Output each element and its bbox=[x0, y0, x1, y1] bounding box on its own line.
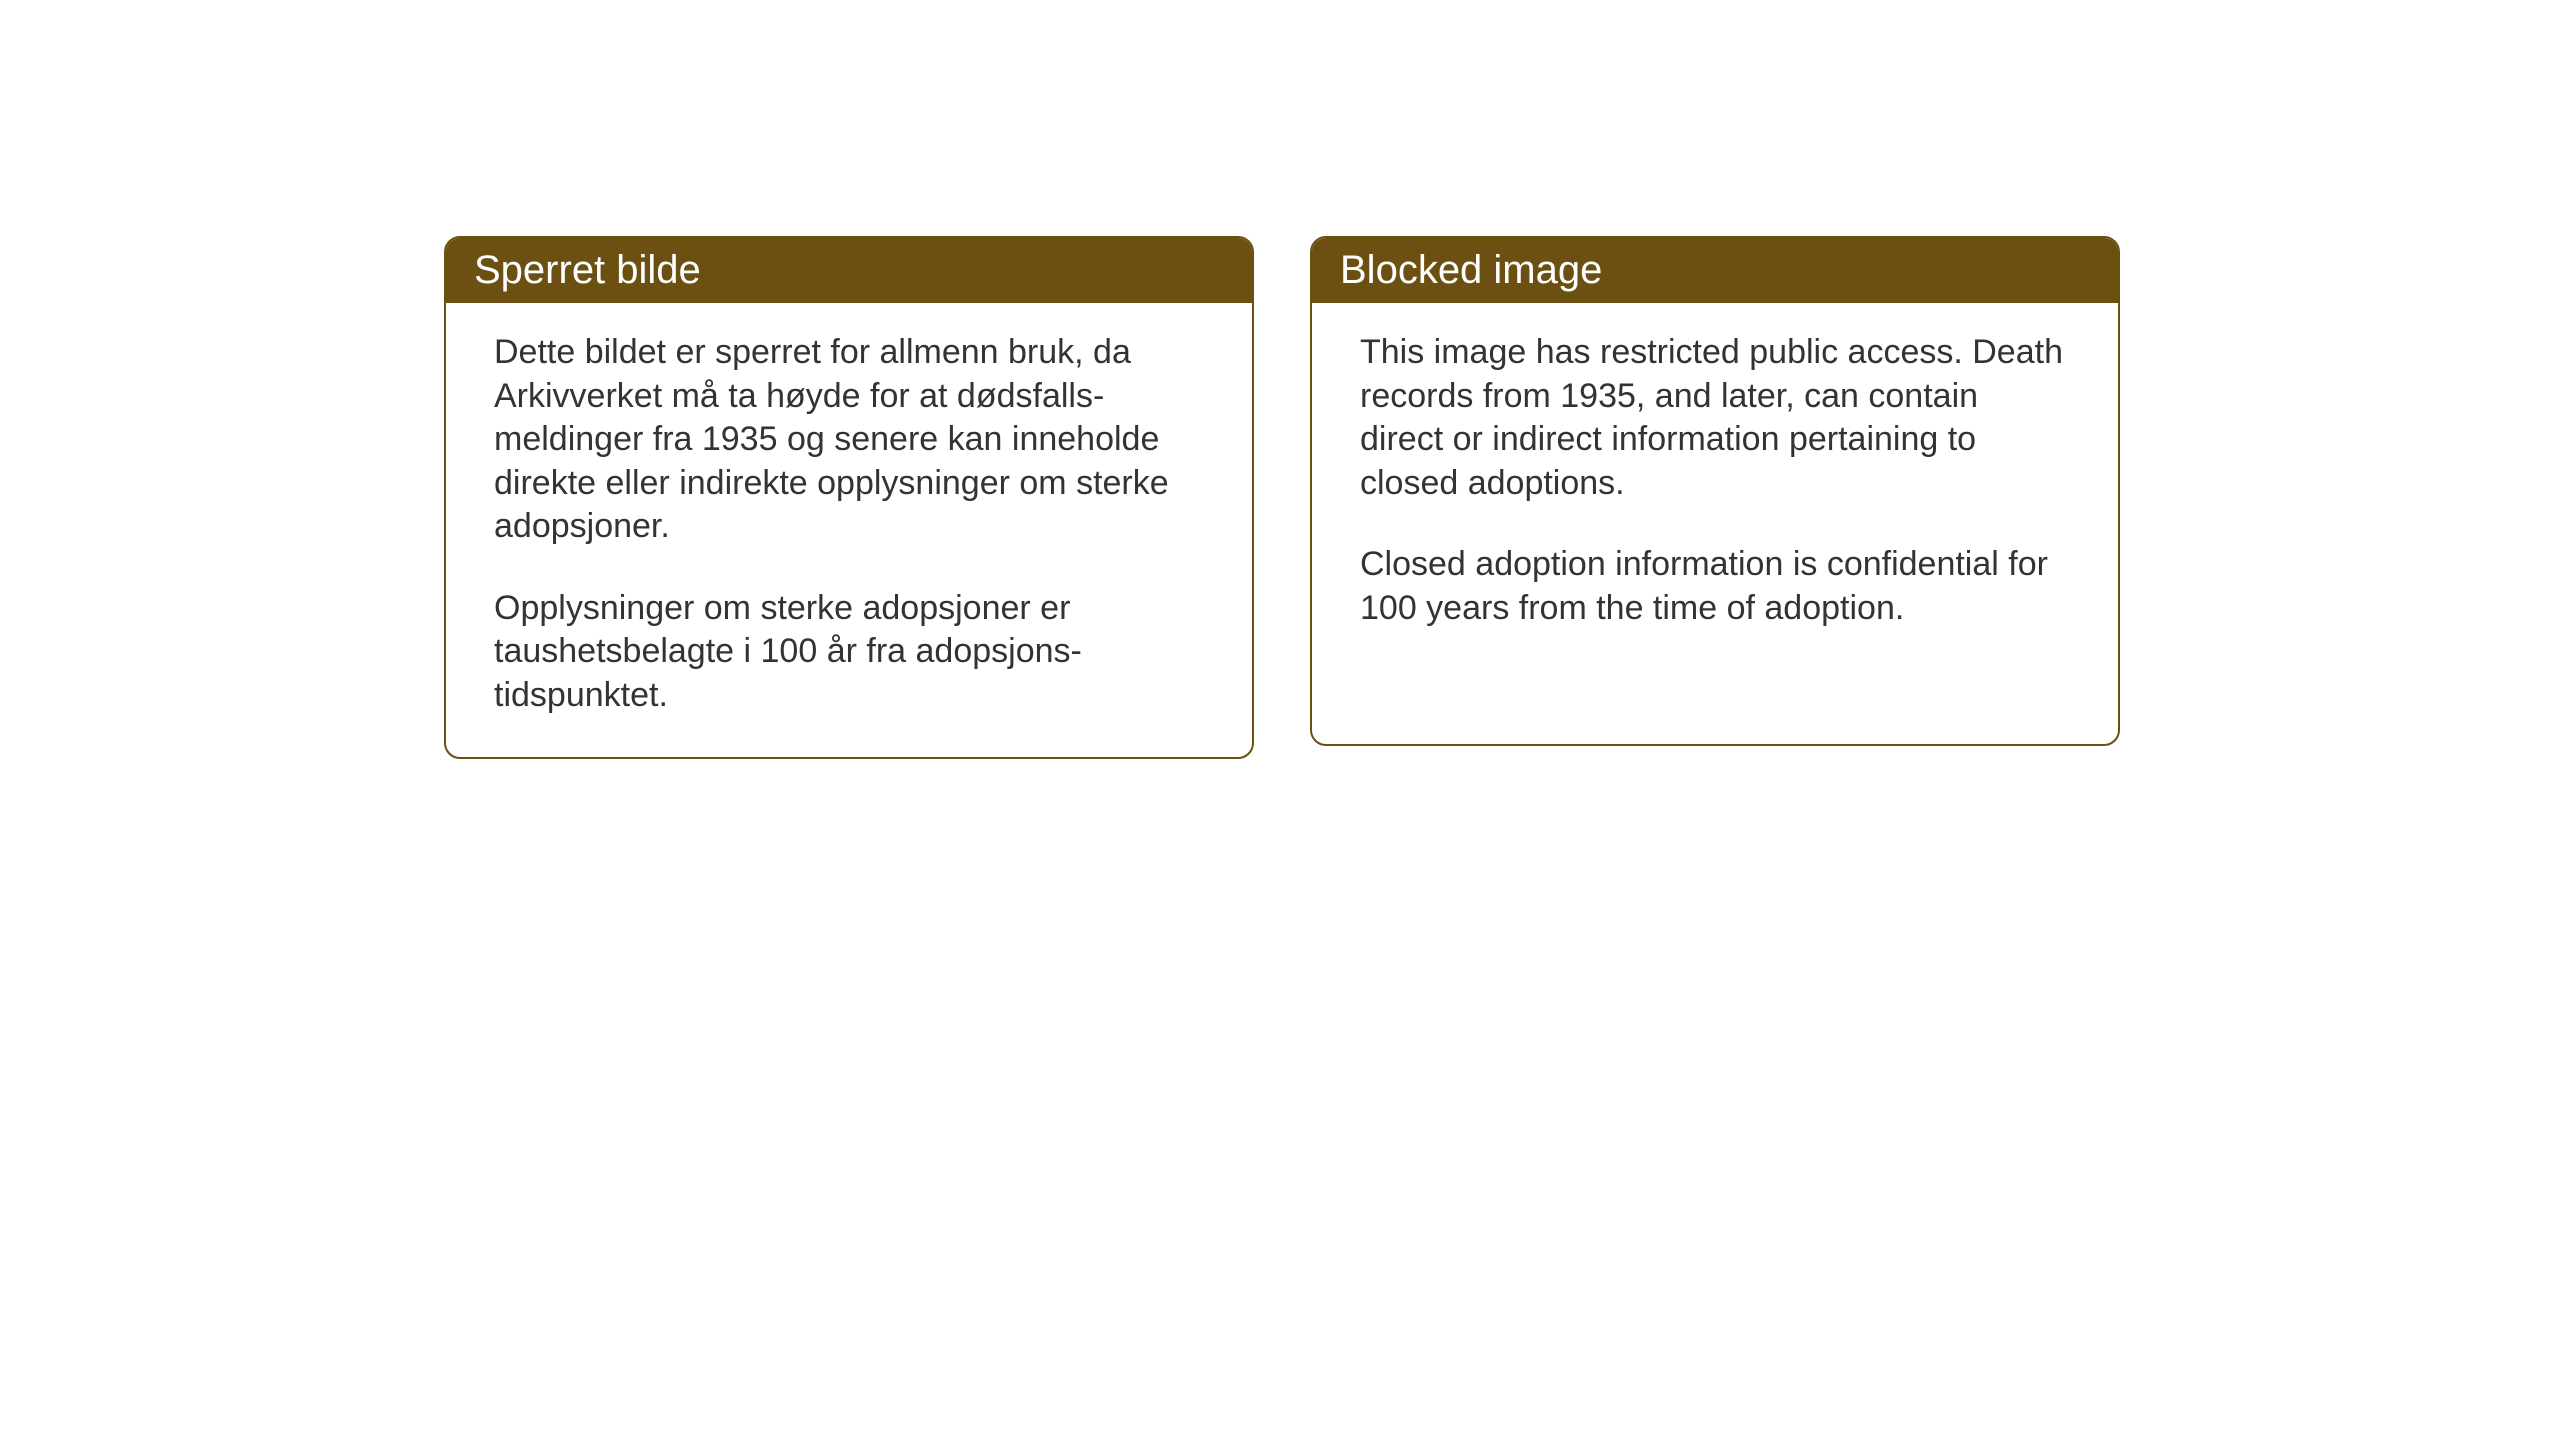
notice-card-norwegian: Sperret bilde Dette bildet er sperret fo… bbox=[444, 236, 1254, 759]
notice-title-english: Blocked image bbox=[1340, 248, 1602, 292]
notice-body-english: This image has restricted public access.… bbox=[1312, 303, 2118, 670]
notice-paragraph-1-norwegian: Dette bildet er sperret for allmenn bruk… bbox=[494, 331, 1204, 549]
notice-header-norwegian: Sperret bilde bbox=[446, 238, 1252, 303]
notice-body-norwegian: Dette bildet er sperret for allmenn bruk… bbox=[446, 303, 1252, 757]
notice-header-english: Blocked image bbox=[1312, 238, 2118, 303]
notice-paragraph-2-norwegian: Opplysninger om sterke adopsjoner er tau… bbox=[494, 587, 1204, 718]
notice-card-english: Blocked image This image has restricted … bbox=[1310, 236, 2120, 746]
notice-paragraph-2-english: Closed adoption information is confident… bbox=[1360, 543, 2070, 630]
notice-title-norwegian: Sperret bilde bbox=[474, 248, 701, 292]
notice-paragraph-1-english: This image has restricted public access.… bbox=[1360, 331, 2070, 505]
notice-container: Sperret bilde Dette bildet er sperret fo… bbox=[444, 236, 2120, 759]
